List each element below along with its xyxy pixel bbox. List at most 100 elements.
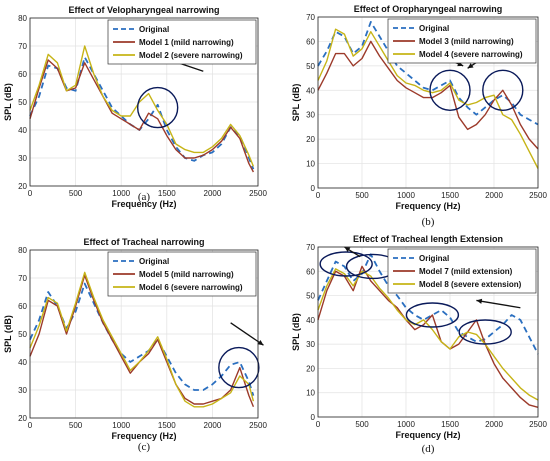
x-tick-label: 2500 — [249, 189, 267, 198]
series-line — [317, 40, 539, 150]
x-tick-label: 500 — [69, 189, 83, 198]
chart-panel: 0 500 1000 1500 2000 2500 20 30 40 50 60 70 80 Effect… — [3, 5, 267, 209]
legend: Original Model 1 (mild narrowing) Model 2 … — [107, 19, 257, 65]
chart-panel: 0 500 1000 1500 2000 2500 0 10 20 30 40 50 60 70 Effec… — [291, 4, 547, 228]
y-axis-label: SPL (dB) — [3, 83, 13, 121]
x-tick-label: 2000 — [485, 420, 503, 429]
series-line — [29, 45, 255, 167]
y-tick-label: 50 — [18, 330, 27, 339]
x-tick-label: 2500 — [529, 420, 547, 429]
chart-title: Effect of Velopharyngeal narrowing — [68, 5, 219, 15]
legend-entry: Model 8 (severe extension) — [419, 280, 522, 289]
x-tick-label: 1000 — [112, 189, 130, 198]
y-tick-label: 60 — [306, 267, 315, 276]
y-tick-label: 70 — [306, 13, 315, 22]
series-line — [317, 265, 539, 408]
chart-title: Effect of Tracheal length Extension — [353, 234, 503, 244]
x-tick-label: 500 — [69, 421, 83, 430]
series-line — [317, 28, 539, 169]
annotation-circle — [218, 346, 260, 389]
y-tick-label: 40 — [306, 316, 315, 325]
annotation-circle — [429, 69, 471, 111]
y-tick-label: 60 — [18, 302, 27, 311]
x-axis-label: Frequency (Hz) — [395, 430, 460, 440]
annotation-arrow-head — [467, 63, 474, 69]
y-tick-label: 30 — [18, 154, 27, 163]
axes-frame — [29, 17, 259, 187]
y-tick-label: 30 — [18, 386, 27, 395]
annotation-arrow-head — [257, 339, 264, 346]
annotation-ellipse — [319, 251, 373, 277]
x-tick-label: 1500 — [158, 421, 176, 430]
legend-entry: Model 5 (mild narrowing) — [139, 270, 234, 279]
x-tick-label: 1500 — [158, 189, 176, 198]
y-tick-label: 10 — [306, 389, 315, 398]
series-line — [29, 56, 255, 170]
y-tick-label: 20 — [306, 135, 315, 144]
y-axis-label: SPL (dB) — [291, 313, 301, 351]
y-tick-label: 30 — [306, 111, 315, 120]
legend-entry: Model 7 (mild extension) — [419, 267, 513, 276]
annotation-ellipse — [405, 302, 460, 328]
chart-title: Effect of Tracheal narrowing — [83, 237, 204, 247]
panel-label: (b) — [422, 216, 435, 228]
series-line — [317, 253, 539, 355]
y-tick-label: 10 — [306, 160, 315, 169]
legend-entry: Model 6 (severe narrowing) — [139, 283, 243, 292]
x-tick-label: 0 — [28, 189, 33, 198]
legend-entry: Model 2 (severe narrowing) — [139, 51, 243, 60]
x-tick-label: 1500 — [441, 420, 459, 429]
legend-entry: Original — [139, 25, 169, 34]
axes-frame — [29, 249, 259, 419]
legend-entry: Original — [419, 24, 449, 33]
legend-entry: Model 3 (mild narrowing) — [419, 37, 514, 46]
y-tick-label: 50 — [18, 98, 27, 107]
x-tick-label: 500 — [355, 191, 369, 200]
series-line — [317, 21, 539, 126]
x-tick-label: 0 — [316, 191, 321, 200]
annotation-circle — [482, 69, 524, 111]
x-tick-label: 2000 — [204, 189, 222, 198]
annotation-ellipse — [458, 319, 512, 345]
annotation-arrow-head — [344, 247, 351, 253]
x-tick-label: 1000 — [112, 421, 130, 430]
chart-panel: 0 500 1000 1500 2000 2500 20 30 40 50 60 70 80 Effect… — [3, 237, 267, 453]
y-tick-label: 80 — [18, 246, 27, 255]
panel-label: (c) — [138, 441, 151, 453]
y-tick-label: 70 — [306, 243, 315, 252]
y-axis-label: SPL (dB) — [3, 315, 13, 353]
annotation-arrow-shaft — [476, 299, 521, 309]
annotation-circle — [136, 86, 179, 129]
legend: Original Model 3 (mild narrowing) Model 4 … — [387, 18, 537, 64]
chart-panel: 0 500 1000 1500 2000 2500 0 10 20 30 40 50 60 70 Effec… — [291, 234, 547, 455]
y-tick-label: 60 — [18, 70, 27, 79]
y-tick-label: 40 — [306, 86, 315, 95]
legend: Original Model 7 (mild extension) Model 8 … — [387, 248, 537, 294]
y-tick-label: 40 — [18, 358, 27, 367]
legend-entry: Model 4 (severe narrowing) — [419, 50, 523, 59]
series-line — [317, 268, 539, 401]
y-tick-label: 70 — [18, 274, 27, 283]
y-tick-label: 40 — [18, 126, 27, 135]
y-tick-label: 50 — [306, 62, 315, 71]
y-tick-label: 80 — [18, 14, 27, 23]
legend: Original Model 5 (mild narrowing) Model 6 … — [107, 251, 257, 297]
annotation-arrow-head — [457, 61, 464, 67]
y-tick-label: 20 — [306, 364, 315, 373]
x-axis-label: Frequency (Hz) — [111, 431, 176, 441]
y-tick-label: 70 — [18, 42, 27, 51]
annotation-arrow-head — [476, 298, 483, 304]
axes-frame — [317, 246, 539, 418]
panel-label: (d) — [422, 443, 435, 455]
legend-entry: Original — [139, 257, 169, 266]
y-tick-label: 20 — [18, 414, 27, 423]
x-tick-label: 1000 — [397, 420, 415, 429]
x-tick-label: 2000 — [485, 191, 503, 200]
x-tick-label: 2500 — [529, 191, 547, 200]
x-axis-label: Frequency (Hz) — [111, 199, 176, 209]
y-tick-label: 50 — [306, 292, 315, 301]
series-line — [29, 271, 255, 408]
chart-title: Effect of Oropharyngeal narrowing — [354, 4, 503, 14]
y-tick-label: 20 — [18, 182, 27, 191]
